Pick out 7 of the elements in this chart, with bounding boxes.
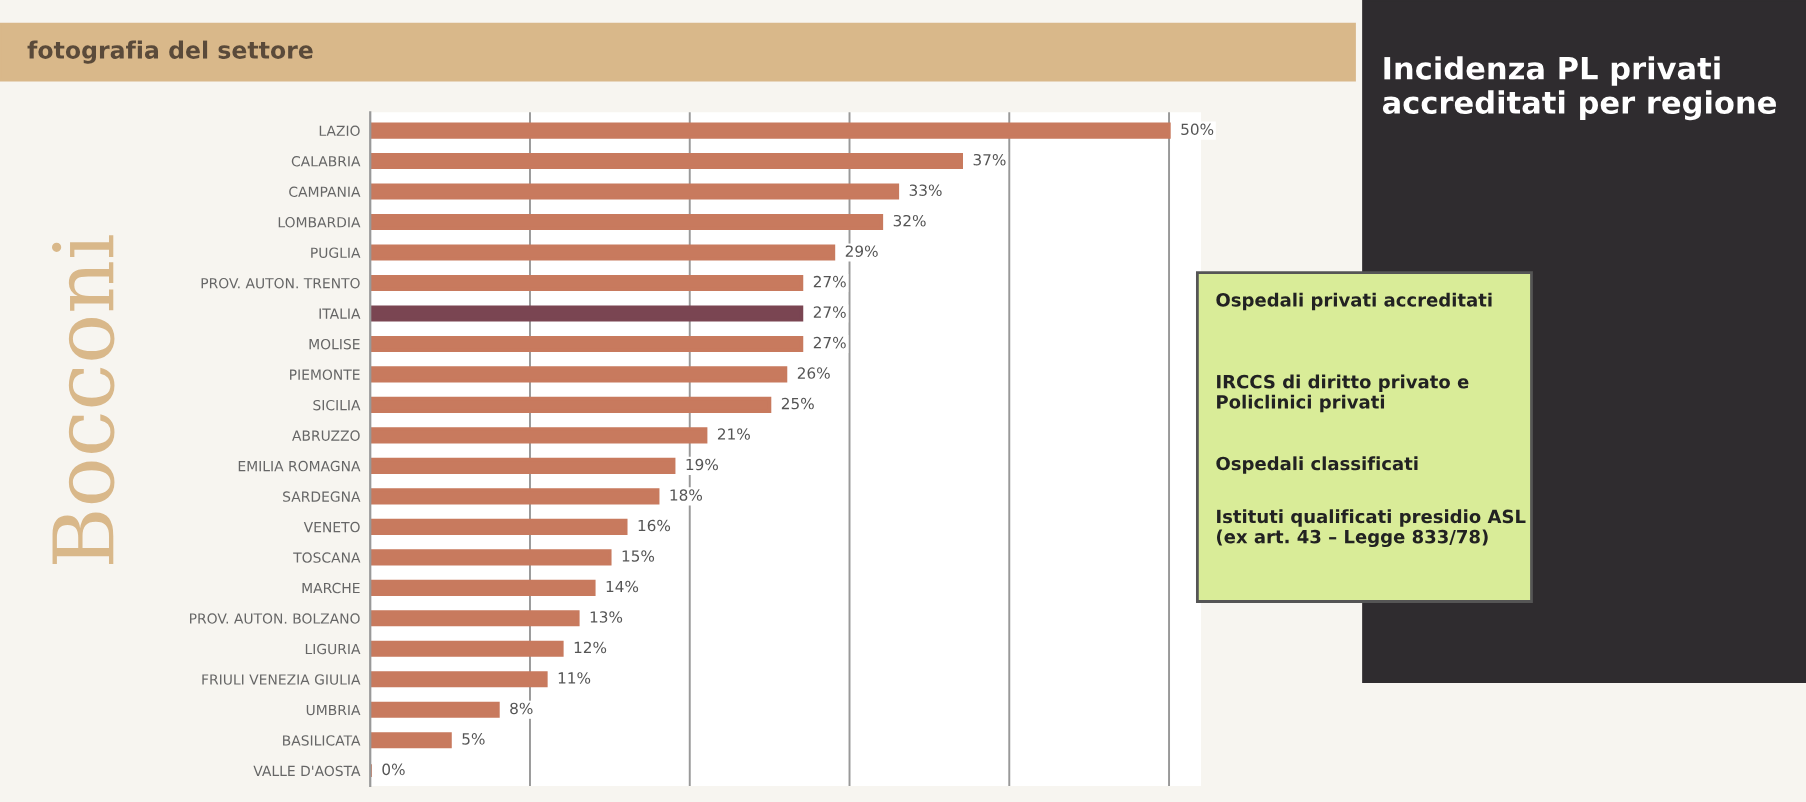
text: Incidenza PL privati accreditati per regione: [1382, 56, 1776, 121]
text: Bocconi: [51, 235, 115, 565]
text: Ospedali privati accreditati: [1216, 292, 1492, 311]
text: Istituti qualificati presidio ASL (ex art. 43 – Legge 833/78): [1216, 509, 1526, 548]
text: Ospedali classificati: [1216, 456, 1418, 474]
text: IRCCS di diritto privato e Policlinici privati: [1217, 374, 1469, 413]
text: fotografia del settore: [27, 40, 313, 64]
